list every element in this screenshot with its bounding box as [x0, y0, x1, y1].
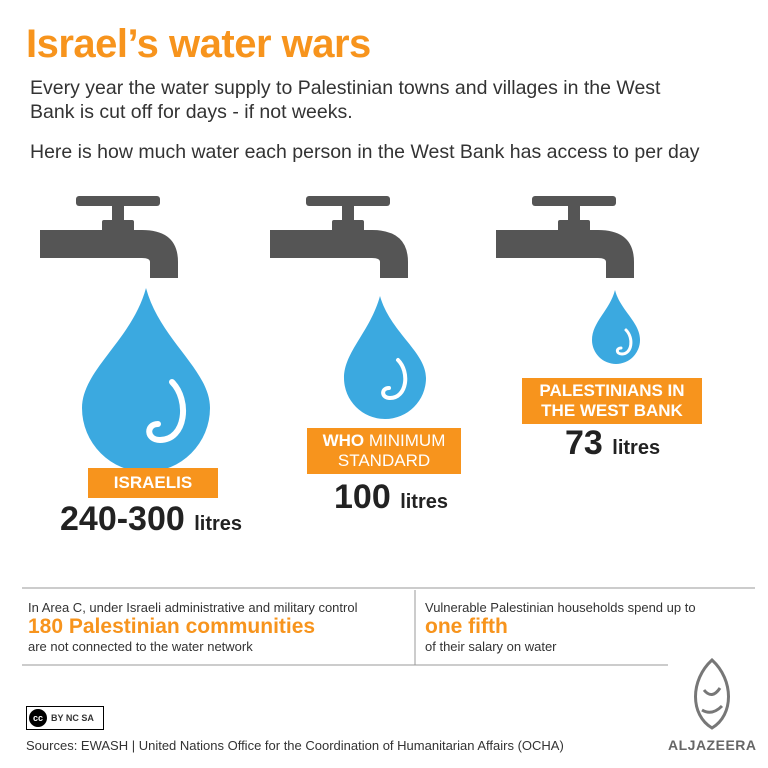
fact-lead: Vulnerable Palestinian households spend …: [425, 600, 696, 615]
amount-unit: litres: [612, 437, 661, 459]
fact-highlight: 180 Palestinian communities: [28, 615, 316, 638]
license-terms: BY NC SA: [51, 713, 94, 723]
amount: 240-300 litres: [60, 500, 242, 539]
amount-value: 73: [565, 424, 603, 462]
fact-tail: are not connected to the water network: [28, 639, 253, 654]
label-text: MINIMUM STANDARD: [337, 431, 446, 470]
amount-unit: litres: [400, 491, 448, 513]
tap-label: ISRAELIS: [88, 468, 218, 498]
sources: Sources: EWASH | United Nations Office f…: [26, 738, 564, 753]
fact-tail: of their salary on water: [425, 639, 557, 654]
water-drop: [592, 290, 640, 364]
logo-text: ALJAZEERA: [668, 737, 757, 753]
water-drop: [344, 296, 426, 419]
license-cc: cc: [29, 709, 47, 727]
label-strong: WHO: [322, 431, 365, 450]
license-badge: cc BY NC SA: [26, 706, 104, 730]
fact-box: Vulnerable Palestinian households spend …: [425, 600, 755, 654]
tap-label: PALESTINIANS IN THE WEST BANK: [522, 378, 702, 424]
amount: 100 litres: [334, 478, 448, 517]
tap-label: WHO MINIMUM STANDARD: [307, 428, 461, 474]
water-drop: [82, 288, 210, 472]
fact-box: In Area C, under Israeli administrative …: [28, 600, 413, 654]
amount-value: 240-300: [60, 500, 185, 538]
tap-icon: [40, 196, 178, 278]
intro-text: Every year the water supply to Palestini…: [30, 77, 661, 123]
amount-value: 100: [334, 478, 391, 516]
amount-unit: litres: [194, 513, 243, 535]
fact-highlight: one fifth: [425, 615, 508, 638]
tap-icon: [496, 196, 634, 278]
amount: 73 litres: [565, 424, 660, 463]
tap-icon: [270, 196, 408, 278]
fact-lead: In Area C, under Israeli administrative …: [28, 600, 358, 615]
intro-text: Here is how much water each person in th…: [30, 141, 700, 163]
logo-mark: [694, 657, 730, 730]
title: Israel’s water wars: [26, 22, 371, 66]
